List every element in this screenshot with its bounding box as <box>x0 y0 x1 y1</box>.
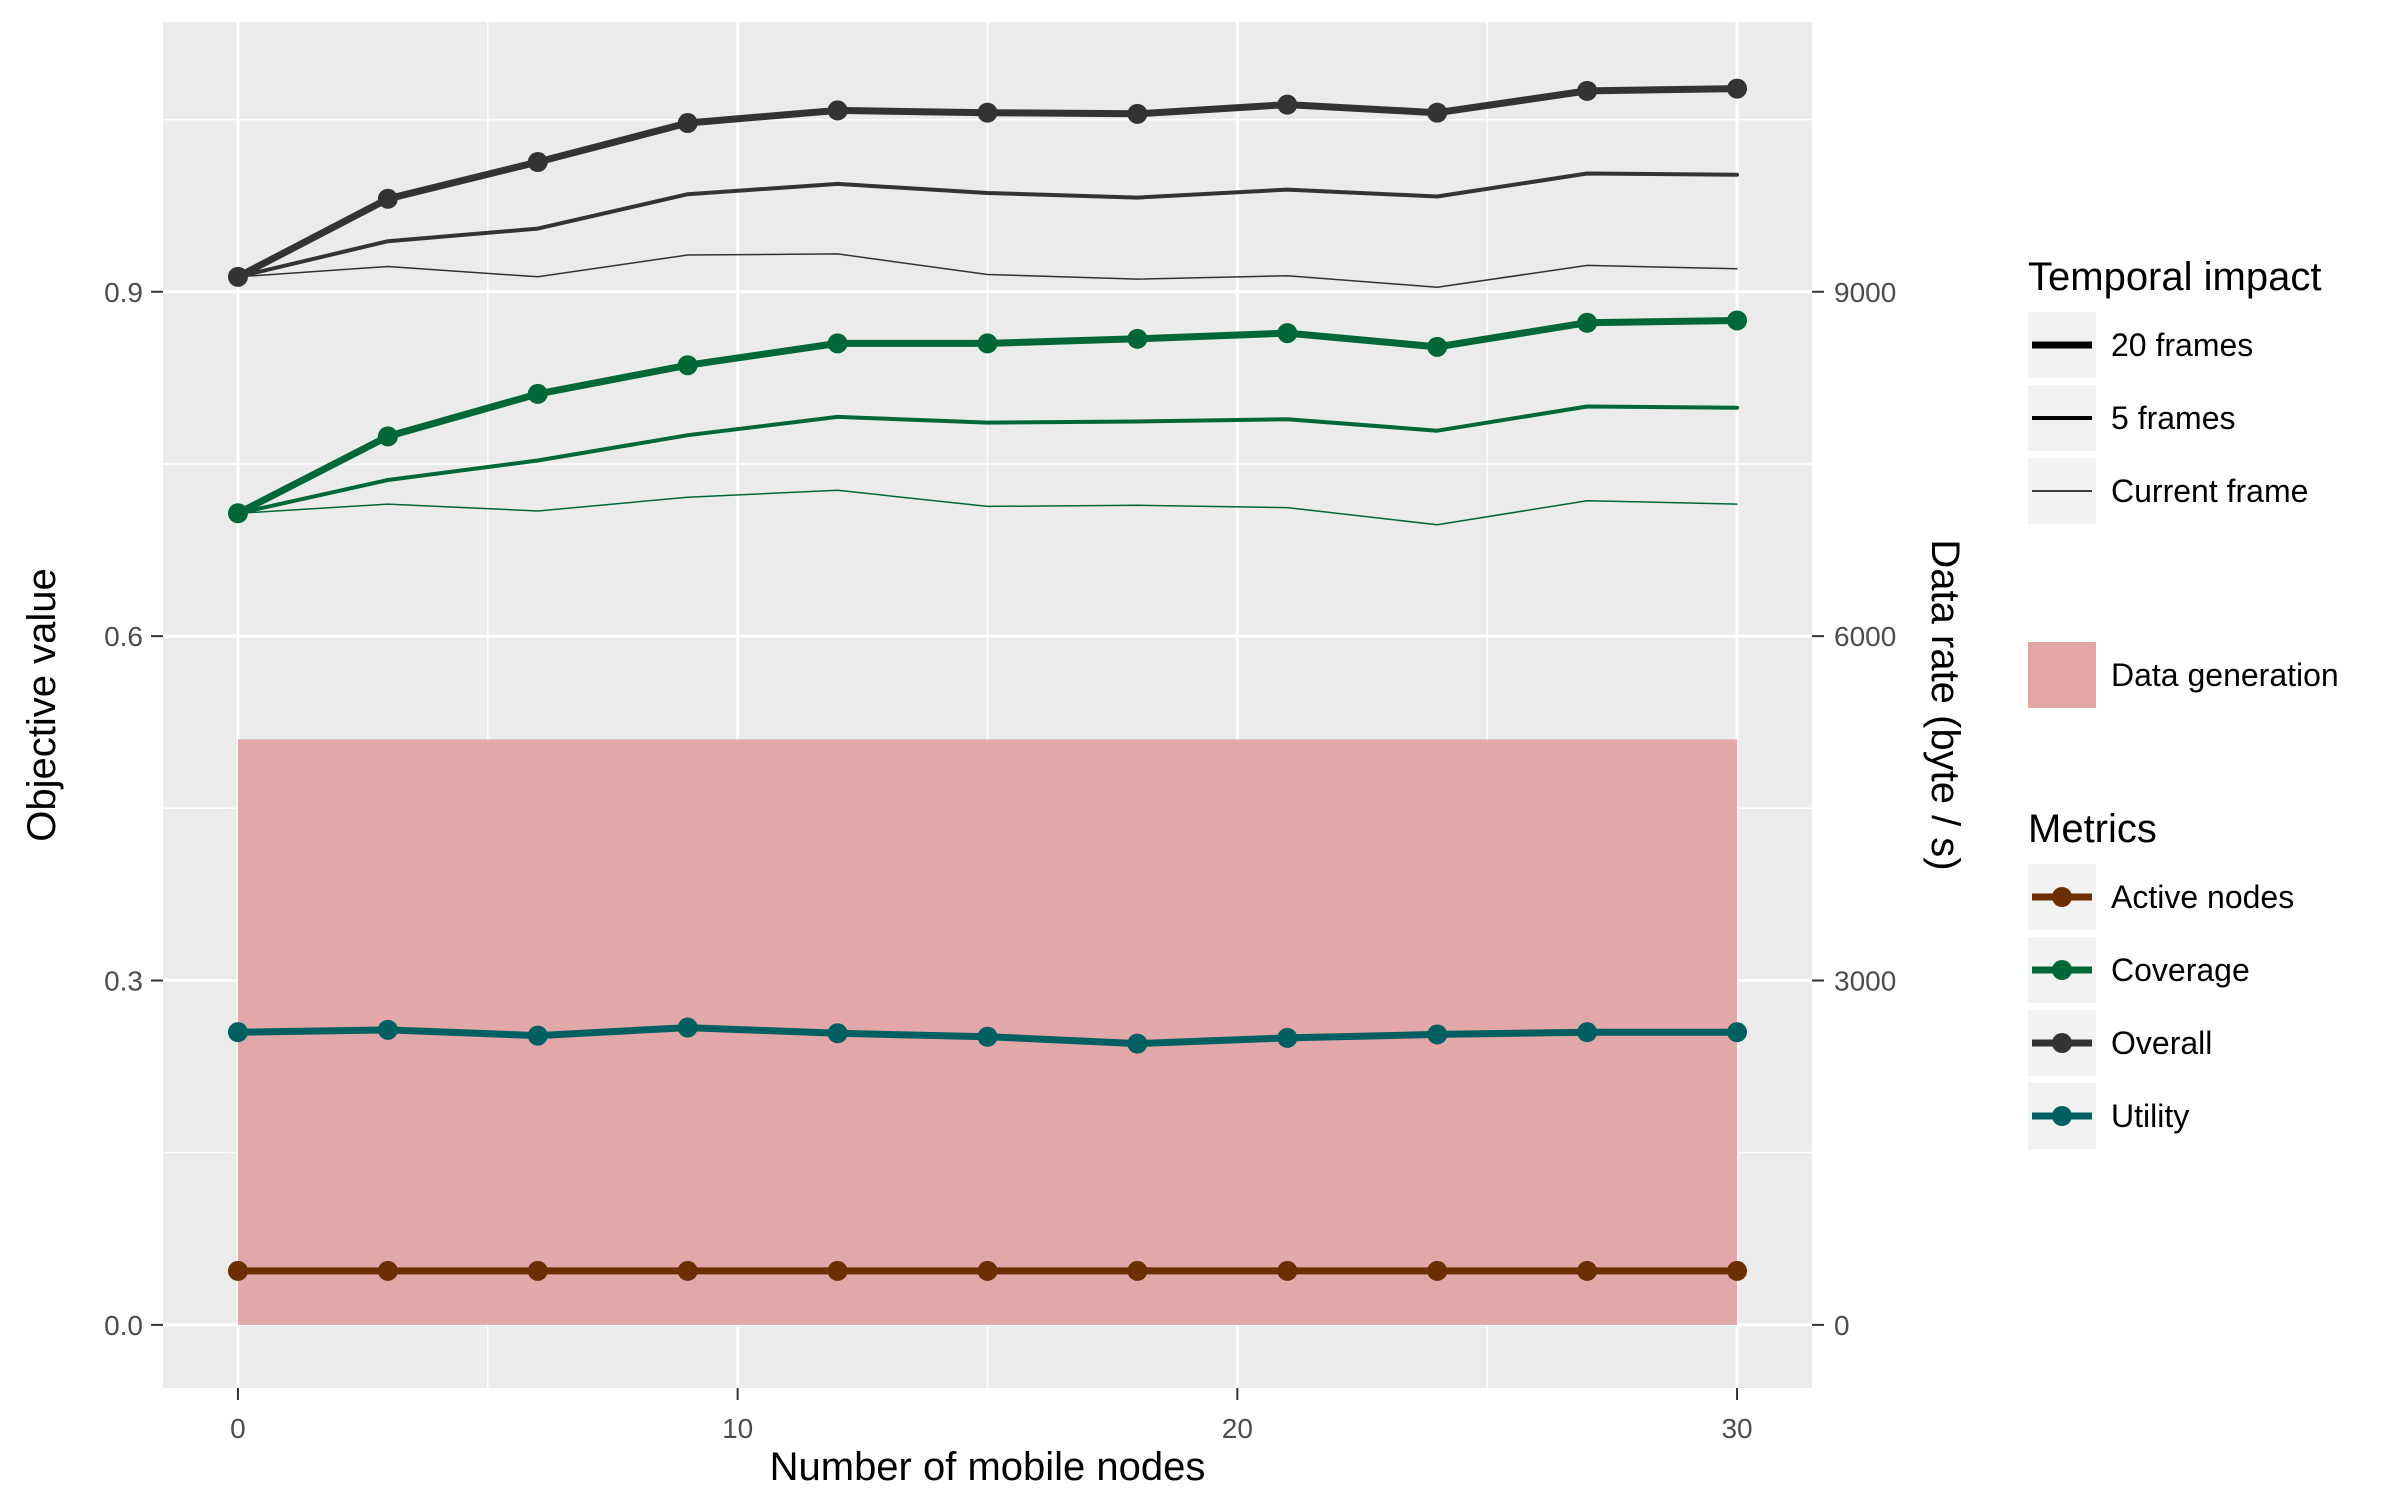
data-point-overall-20-frames <box>977 102 998 123</box>
y2-axis-title: Data rate (byte / s) <box>1923 539 1967 870</box>
legend-label: Data generation <box>2111 657 2339 693</box>
y2-tick-label: 9000 <box>1834 277 1896 308</box>
y2-tick-label: 3000 <box>1834 965 1896 996</box>
legend-key-point <box>2052 1106 2072 1126</box>
series-points <box>227 78 1748 1281</box>
data-point-active-nodes-20-frames <box>377 1260 398 1281</box>
data-point-coverage-20-frames <box>1277 323 1298 344</box>
data-point-overall-20-frames <box>1127 103 1148 124</box>
data-point-utility-20-frames <box>1427 1024 1448 1045</box>
legend-title-metrics: Metrics <box>2028 807 2157 851</box>
data-point-coverage-20-frames <box>1727 310 1748 331</box>
y2-tick-label: 6000 <box>1834 621 1896 652</box>
data-point-active-nodes-20-frames <box>1427 1260 1448 1281</box>
y2-tick-label: 0 <box>1834 1310 1850 1341</box>
data-point-active-nodes-20-frames <box>227 1260 248 1281</box>
y-tick-label: 0.3 <box>104 965 143 996</box>
legend-label: Overall <box>2111 1025 2212 1061</box>
legend-label: Coverage <box>2111 952 2250 988</box>
data-point-overall-20-frames <box>527 152 548 173</box>
data-point-overall-20-frames <box>377 188 398 209</box>
series-line-coverage-5-frames <box>236 404 1739 516</box>
data-point-utility-20-frames <box>1277 1027 1298 1048</box>
data-point-overall-20-frames <box>677 113 698 134</box>
legend-key-point <box>2052 1033 2072 1053</box>
data-point-active-nodes-20-frames <box>1127 1260 1148 1281</box>
data-point-coverage-20-frames <box>527 383 548 404</box>
data-point-utility-20-frames <box>377 1019 398 1040</box>
legend-label: Utility <box>2111 1098 2189 1134</box>
x-axis-title: Number of mobile nodes <box>770 1445 1206 1489</box>
y-tick-label: 0.9 <box>104 277 143 308</box>
series-line-overall-5-frames <box>236 171 1739 279</box>
x-tick-label: 30 <box>1721 1413 1752 1444</box>
data-point-active-nodes-20-frames <box>827 1260 848 1281</box>
legend-label: 20 frames <box>2111 327 2253 363</box>
data-point-coverage-20-frames <box>377 426 398 447</box>
data-point-utility-20-frames <box>827 1023 848 1044</box>
legend-fill-item: Data generation <box>2028 642 2339 708</box>
data-point-overall-20-frames <box>1577 80 1598 101</box>
legend-metrics-items: Active nodes Coverage Overall Utility <box>2028 864 2294 1149</box>
y-axis-title: Objective value <box>20 568 64 841</box>
data-point-coverage-20-frames <box>827 333 848 354</box>
x-axis: 0 10 20 30 <box>230 1388 1753 1444</box>
legend-key-point <box>2052 887 2072 907</box>
x-tick-label: 0 <box>230 1413 246 1444</box>
data-point-coverage-20-frames <box>1427 336 1448 357</box>
legend-key-point <box>2052 960 2072 980</box>
series-line-coverage-current-frame <box>237 489 1738 526</box>
x-tick-label: 20 <box>1222 1413 1253 1444</box>
data-point-active-nodes-20-frames <box>977 1260 998 1281</box>
data-point-utility-20-frames <box>1127 1033 1148 1054</box>
data-point-utility-20-frames <box>1727 1022 1748 1043</box>
data-point-active-nodes-20-frames <box>1727 1260 1748 1281</box>
data-point-utility-20-frames <box>527 1025 548 1046</box>
series-line-overall-current-frame <box>237 253 1738 288</box>
data-point-coverage-20-frames <box>1127 328 1148 349</box>
legend-key-fill <box>2028 642 2096 708</box>
x-tick-label: 10 <box>722 1413 753 1444</box>
data-point-overall-20-frames <box>827 100 848 121</box>
data-point-utility-20-frames <box>227 1022 248 1043</box>
y-axis-left: 0.0 0.3 0.6 0.9 <box>104 277 163 1341</box>
data-point-utility-20-frames <box>977 1026 998 1047</box>
data-point-coverage-20-frames <box>977 333 998 354</box>
y-tick-label: 0.6 <box>104 621 143 652</box>
data-point-active-nodes-20-frames <box>1277 1260 1298 1281</box>
data-point-utility-20-frames <box>1577 1022 1598 1043</box>
legend-title-temporal: Temporal impact <box>2028 255 2321 299</box>
data-point-active-nodes-20-frames <box>1577 1260 1598 1281</box>
legend-temporal-items: 20 frames 5 frames Current frame <box>2028 312 2308 524</box>
data-point-overall-20-frames <box>1277 94 1298 115</box>
data-point-coverage-20-frames <box>677 355 698 376</box>
data-point-coverage-20-frames <box>1577 312 1598 333</box>
legend-label: Active nodes <box>2111 879 2294 915</box>
data-point-overall-20-frames <box>1727 78 1748 99</box>
data-point-overall-20-frames <box>1427 102 1448 123</box>
data-point-utility-20-frames <box>677 1017 698 1038</box>
data-point-overall-20-frames <box>227 266 248 287</box>
y-axis-right: 0 3000 6000 9000 <box>1812 277 1896 1341</box>
y-tick-label: 0.0 <box>104 1310 143 1341</box>
legend: Temporal impact 20 frames 5 frames Current… <box>2028 255 2339 1149</box>
data-point-active-nodes-20-frames <box>677 1260 698 1281</box>
data-point-active-nodes-20-frames <box>527 1260 548 1281</box>
legend-label: 5 frames <box>2111 400 2235 436</box>
legend-label: Current frame <box>2111 473 2308 509</box>
data-point-coverage-20-frames <box>227 503 248 524</box>
